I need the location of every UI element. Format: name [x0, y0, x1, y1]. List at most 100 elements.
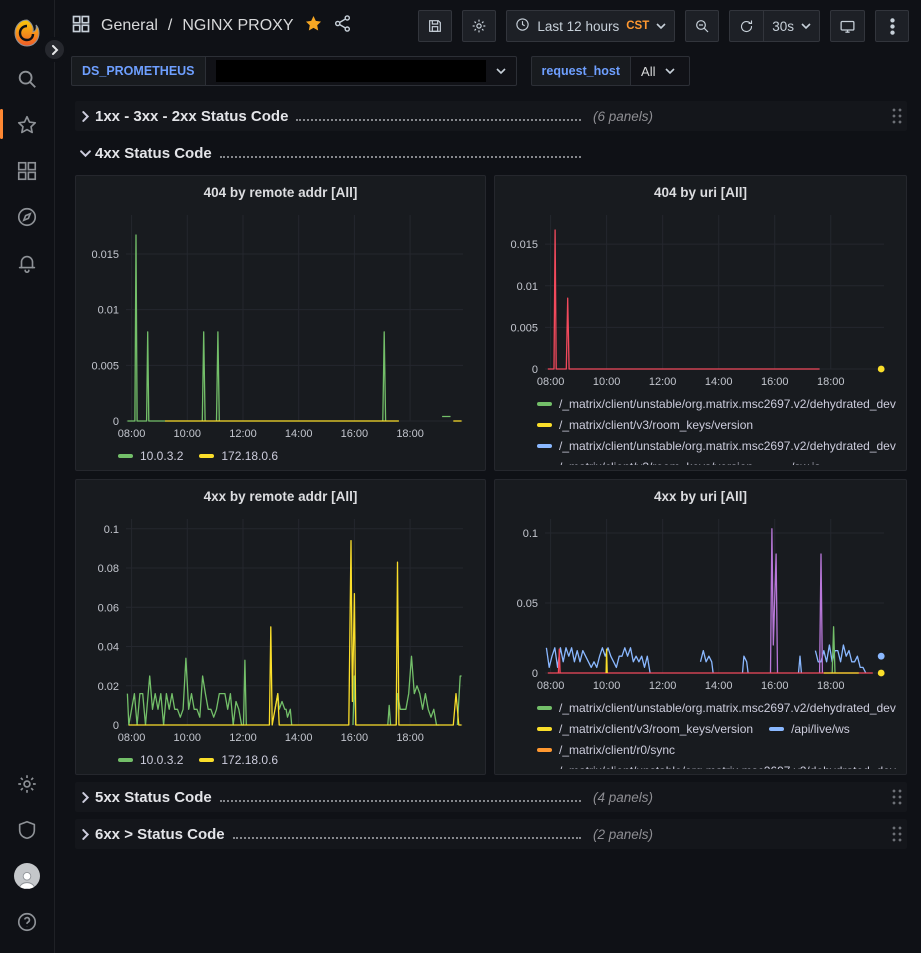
favorite-star-icon[interactable] — [304, 14, 323, 38]
breadcrumb-separator: / — [167, 17, 173, 34]
save-dashboard-button[interactable] — [418, 10, 453, 42]
panel-title[interactable]: 404 by uri [All] — [653, 184, 748, 200]
svg-text:0.015: 0.015 — [91, 249, 119, 261]
svg-text:14:00: 14:00 — [705, 680, 733, 692]
clock-icon — [515, 17, 530, 35]
svg-text:14:00: 14:00 — [285, 732, 313, 744]
row-drag-handle[interactable] — [891, 788, 903, 806]
chevron-down-icon — [665, 64, 676, 79]
legend-item[interactable]: 10.0.3.2 — [118, 449, 183, 463]
row-panel-count: (6 panels) — [593, 108, 654, 124]
svg-text:12:00: 12:00 — [649, 680, 677, 692]
svg-text:18:00: 18:00 — [396, 732, 424, 744]
zoom-out-time-button[interactable] — [685, 10, 720, 42]
time-series-chart[interactable]: 08:00 10:00 12:00 14:00 16:00 18:00 0 0.005 0.01… — [84, 205, 477, 443]
sidebar-item-help[interactable] — [7, 899, 47, 945]
panel-title[interactable]: 404 by remote addr [All] — [203, 184, 358, 200]
sidebar-item-alerting[interactable] — [7, 240, 47, 286]
legend-row: /_matrix/client/unstable/org.matrix.msc2… — [537, 435, 896, 456]
dashboard-settings-button[interactable] — [462, 10, 497, 42]
sidebar-expand-button[interactable] — [42, 37, 67, 62]
sidebar-item-server-admin[interactable] — [7, 807, 47, 853]
user-avatar[interactable] — [7, 853, 47, 899]
svg-text:12:00: 12:00 — [229, 732, 257, 744]
legend-row: /_matrix/client/unstable/org.matrix.msc2… — [537, 697, 896, 718]
row-title-wrap: 1xx - 3xx - 2xx Status Code — [95, 108, 587, 125]
time-series-chart[interactable]: 08:00 10:00 12:00 14:00 16:00 18:00 0 0.05 0.1 — [503, 509, 898, 695]
chevron-down-icon — [75, 148, 95, 159]
legend-swatch — [199, 757, 215, 762]
breadcrumb-dashboard-title[interactable]: NGINX PROXY — [182, 17, 294, 34]
row-drag-handle[interactable] — [891, 825, 903, 843]
legend-item[interactable]: /_matrix/client/unstable/org.matrix.msc2… — [537, 764, 896, 770]
row-panel-count: (4 panels) — [593, 789, 654, 805]
legend-item[interactable]: /_matrix/client/r0/sync — [537, 743, 675, 757]
svg-text:10:00: 10:00 — [174, 732, 202, 744]
dashboards-grid-icon[interactable] — [71, 14, 91, 39]
svg-text:14:00: 14:00 — [705, 376, 733, 388]
legend-label: /api/live/ws — [791, 721, 850, 736]
sidebar-item-starred[interactable] — [0, 102, 47, 148]
legend-label: /_matrix/client/unstable/org.matrix.msc2… — [559, 700, 896, 715]
legend-swatch — [199, 453, 215, 458]
row-header-4xx[interactable]: 4xx Status Code — [75, 138, 907, 168]
legend-item[interactable]: /_matrix/client/v3/room_keys/version — [537, 460, 753, 465]
grafana-logo[interactable] — [7, 10, 47, 56]
legend-item[interactable]: /_matrix/client/v3/room_keys/version — [537, 418, 753, 432]
dashboard-canvas: 1xx - 3xx - 2xx Status Code (6 panels) 4… — [55, 90, 921, 953]
breadcrumb-section[interactable]: General — [101, 17, 158, 34]
svg-text:16:00: 16:00 — [761, 680, 789, 692]
sidebar-item-dashboards[interactable] — [7, 148, 47, 194]
time-series-chart[interactable]: 08:00 10:00 12:00 14:00 16:00 18:00 0 0.02 0.04 0… — [84, 509, 477, 747]
row-header-6xx[interactable]: 6xx > Status Code (2 panels) — [75, 819, 907, 849]
legend-label: /_matrix/client/r0/sync — [559, 742, 676, 757]
legend-item[interactable]: /_matrix/client/unstable/org.matrix.msc2… — [537, 439, 896, 453]
legend-item[interactable]: 172.18.0.6 — [199, 753, 278, 767]
row-title-wrap: 6xx > Status Code — [95, 826, 587, 843]
legend-item[interactable]: /sw.js — [769, 460, 820, 465]
dotted-leader — [296, 109, 581, 121]
variable-value-dropdown[interactable] — [204, 56, 517, 86]
panel-legend: 10.0.3.2 172.18.0.6 — [84, 747, 477, 770]
cycle-view-mode-button[interactable] — [830, 10, 865, 42]
share-icon[interactable] — [333, 14, 352, 38]
legend-swatch — [537, 768, 552, 769]
legend-item[interactable]: /_matrix/client/v3/room_keys/version — [537, 722, 753, 736]
time-series-chart[interactable]: 08:00 10:00 12:00 14:00 16:00 18:00 0 0.005 0.01… — [503, 205, 898, 391]
row-drag-handle[interactable] — [891, 107, 903, 125]
panel-title[interactable]: 4xx by uri [All] — [653, 488, 748, 504]
variable-label: request_host — [530, 56, 631, 86]
sidebar-item-explore[interactable] — [7, 194, 47, 240]
legend-row: /_matrix/client/v3/room_keys/version — [537, 414, 896, 435]
svg-text:0.05: 0.05 — [517, 598, 538, 610]
legend-swatch — [537, 422, 552, 427]
svg-text:08:00: 08:00 — [118, 428, 146, 440]
time-range-picker[interactable]: Last 12 hours CST — [506, 10, 676, 42]
sidebar-item-configuration[interactable] — [7, 761, 47, 807]
search-icon[interactable] — [7, 56, 47, 102]
refresh-button[interactable] — [729, 10, 764, 42]
svg-text:08:00: 08:00 — [118, 732, 146, 744]
page: General / NGINX PROXY — [55, 0, 921, 953]
variable-value-dropdown[interactable]: All — [630, 56, 691, 86]
legend-label: /_matrix/client/unstable/org.matrix.msc2… — [559, 764, 896, 770]
timezone-label: CST — [626, 20, 650, 32]
svg-text:10:00: 10:00 — [593, 376, 621, 388]
legend-row: /_matrix/client/unstable/org.matrix.msc2… — [537, 393, 896, 414]
more-options-kebab-button[interactable] — [875, 10, 909, 42]
refresh-interval-picker[interactable]: 30s — [763, 10, 820, 42]
svg-text:0.06: 0.06 — [98, 602, 119, 614]
svg-text:08:00: 08:00 — [537, 680, 565, 692]
legend-item[interactable]: /_matrix/client/unstable/org.matrix.msc2… — [537, 701, 896, 715]
row-header-5xx[interactable]: 5xx Status Code (4 panels) — [75, 782, 907, 812]
legend-item[interactable]: /_matrix/client/unstable/org.matrix.msc2… — [537, 397, 896, 411]
refresh-interval-label: 30s — [772, 18, 794, 34]
panel-legend: 10.0.3.2 172.18.0.6 — [84, 443, 477, 466]
legend-item[interactable]: /api/live/ws — [769, 722, 850, 736]
legend-swatch — [537, 726, 552, 731]
legend-item[interactable]: 10.0.3.2 — [118, 753, 183, 767]
legend-item[interactable]: 172.18.0.6 — [199, 449, 278, 463]
panel-title[interactable]: 4xx by remote addr [All] — [203, 488, 358, 504]
row-title: 6xx > Status Code — [95, 825, 225, 843]
row-header-1xx-3xx-2xx[interactable]: 1xx - 3xx - 2xx Status Code (6 panels) — [75, 101, 907, 131]
